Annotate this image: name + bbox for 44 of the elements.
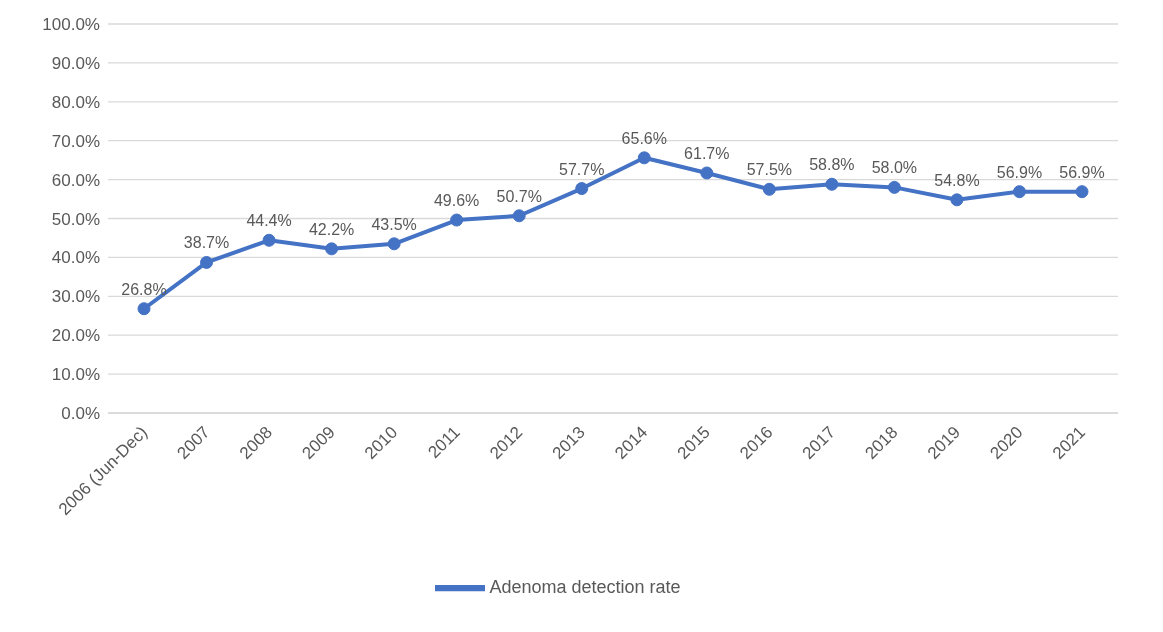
point [137, 302, 151, 316]
y-tick-label: 80.0% [51, 92, 100, 112]
point [1075, 185, 1089, 199]
data-label: 65.6% [621, 129, 667, 147]
point [200, 255, 214, 269]
y-tick-label: 90.0% [51, 53, 100, 73]
point [512, 209, 526, 223]
y-tick-label: 30.0% [51, 287, 100, 307]
point [637, 151, 651, 165]
point [450, 213, 464, 227]
point [950, 193, 964, 207]
point [700, 166, 714, 180]
data-label: 43.5% [371, 215, 417, 233]
y-tick-label: 0.0% [61, 404, 100, 424]
y-tick-label: 40.0% [51, 248, 100, 268]
data-label: 61.7% [684, 144, 730, 162]
data-label: 54.8% [934, 171, 980, 189]
legend-label: Adenoma detection rate [489, 576, 681, 597]
point [762, 182, 776, 196]
y-tick-label: 100.0% [42, 15, 100, 35]
point [387, 237, 401, 251]
data-label: 44.4% [246, 212, 292, 230]
data-label: 38.7% [183, 234, 230, 252]
y-tick-label: 50.0% [51, 209, 100, 229]
y-tick-label: 70.0% [51, 131, 100, 151]
data-label: 50.7% [496, 187, 542, 205]
data-label: 49.6% [433, 192, 480, 210]
data-label: 58.0% [871, 159, 918, 177]
data-label: 42.2% [308, 220, 355, 238]
data-label: 56.9% [996, 163, 1043, 181]
point [262, 233, 276, 247]
point [325, 242, 339, 256]
point [825, 177, 839, 191]
y-tick-label: 20.0% [51, 326, 100, 346]
point [575, 182, 589, 196]
point [887, 180, 901, 194]
y-tick-label: 10.0% [51, 365, 100, 385]
y-tick-label: 60.0% [51, 170, 100, 190]
data-label: 56.9% [1059, 163, 1105, 181]
point [1012, 185, 1026, 199]
data-label: 57.7% [559, 160, 605, 178]
data-label: 57.5% [746, 161, 793, 179]
data-label: 26.8% [121, 280, 167, 298]
data-label: 58.8% [809, 156, 855, 174]
